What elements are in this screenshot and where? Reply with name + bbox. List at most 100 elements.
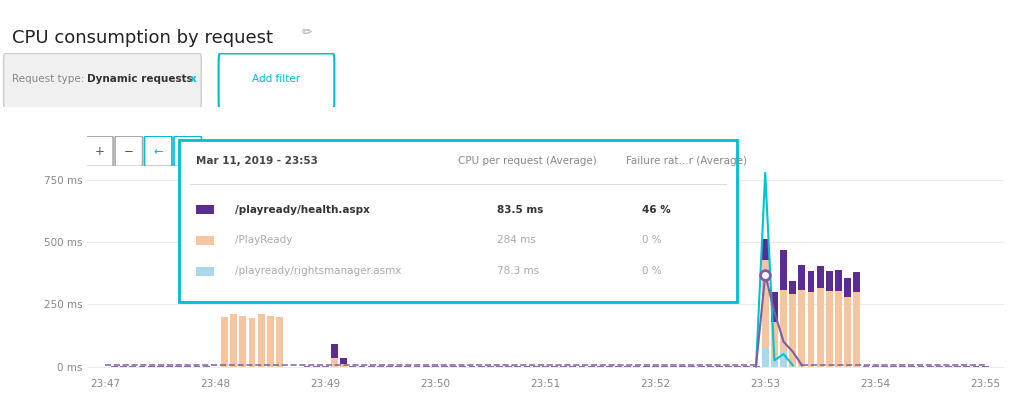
Bar (836, 291, 842, 367)
Text: /PlayReady: /PlayReady (234, 236, 293, 245)
FancyBboxPatch shape (86, 136, 113, 166)
Bar (844, 278, 851, 297)
Bar (808, 271, 814, 292)
Bar (129, 366, 136, 367)
Bar (652, 366, 658, 367)
Bar (982, 366, 988, 367)
Text: ←: ← (154, 145, 163, 158)
Bar (477, 366, 484, 367)
Text: Add filter: Add filter (253, 74, 300, 84)
Bar (560, 366, 567, 367)
Bar (679, 366, 686, 367)
Bar (349, 366, 356, 367)
Bar (753, 366, 760, 367)
Bar (441, 366, 447, 367)
Bar (588, 366, 595, 367)
Bar (395, 366, 402, 367)
Bar (258, 314, 264, 367)
Bar (496, 366, 503, 367)
Bar (615, 366, 622, 367)
Bar (725, 366, 732, 367)
Bar (523, 366, 530, 367)
Bar (368, 366, 375, 367)
Bar (862, 366, 869, 367)
Text: −: − (124, 145, 134, 158)
Bar (853, 272, 860, 292)
Bar (771, 322, 778, 367)
Bar (634, 366, 640, 367)
FancyBboxPatch shape (144, 136, 172, 166)
Bar (469, 366, 475, 367)
Bar (423, 366, 430, 367)
FancyBboxPatch shape (174, 136, 202, 166)
Bar (908, 366, 915, 367)
FancyBboxPatch shape (3, 53, 202, 109)
Bar (844, 297, 851, 367)
Text: /playready/rightsmanager.asmx: /playready/rightsmanager.asmx (234, 266, 401, 276)
Bar (312, 366, 319, 367)
Bar (358, 366, 366, 367)
Bar (899, 366, 906, 367)
Bar (460, 366, 466, 367)
Bar (111, 366, 118, 367)
Bar (267, 316, 273, 367)
Bar (734, 366, 741, 367)
Bar (505, 366, 512, 367)
Text: 78.3 ms: 78.3 ms (498, 266, 540, 276)
FancyBboxPatch shape (219, 53, 335, 109)
Text: /playready/health.aspx: /playready/health.aspx (234, 205, 370, 215)
Bar (790, 295, 797, 367)
Bar (881, 366, 888, 367)
Bar (606, 366, 613, 367)
FancyBboxPatch shape (115, 136, 142, 166)
Text: ✏: ✏ (302, 27, 312, 40)
Text: Failure rat...r (Average): Failure rat...r (Average) (626, 156, 746, 166)
Bar (514, 366, 521, 367)
Bar (196, 236, 214, 245)
Bar (451, 366, 457, 367)
Bar (203, 366, 210, 367)
Bar (808, 292, 814, 367)
Bar (964, 366, 971, 367)
Bar (799, 265, 805, 289)
Bar (771, 292, 778, 322)
Bar (660, 366, 668, 367)
Bar (771, 359, 778, 367)
Bar (569, 366, 577, 367)
Bar (707, 366, 714, 367)
Bar (331, 358, 338, 367)
Bar (780, 289, 787, 367)
Bar (762, 260, 769, 367)
Bar (120, 366, 127, 367)
Text: 0 %: 0 % (642, 236, 663, 245)
Bar (138, 366, 145, 367)
Text: CPU per request (Average): CPU per request (Average) (458, 156, 597, 166)
Text: x: x (189, 74, 197, 84)
Bar (432, 366, 438, 367)
Bar (404, 366, 412, 367)
Text: Request type:: Request type: (12, 74, 88, 84)
Bar (697, 366, 705, 367)
Bar (249, 318, 255, 367)
Bar (532, 366, 540, 367)
Bar (331, 344, 338, 358)
Bar (414, 366, 421, 367)
Bar (276, 317, 283, 367)
Bar (196, 205, 214, 214)
Bar (762, 348, 769, 367)
Bar (918, 366, 925, 367)
Bar (542, 366, 549, 367)
Bar (780, 250, 787, 289)
Bar (486, 366, 494, 367)
Text: 0 %: 0 % (642, 266, 663, 276)
Bar (597, 366, 604, 367)
Text: 83.5 ms: 83.5 ms (498, 205, 544, 215)
Bar (890, 366, 897, 367)
Bar (147, 366, 155, 367)
Bar (973, 366, 980, 367)
Bar (688, 366, 695, 367)
Bar (817, 288, 823, 367)
Bar (743, 366, 751, 367)
Bar (927, 366, 934, 367)
Bar (670, 366, 677, 367)
